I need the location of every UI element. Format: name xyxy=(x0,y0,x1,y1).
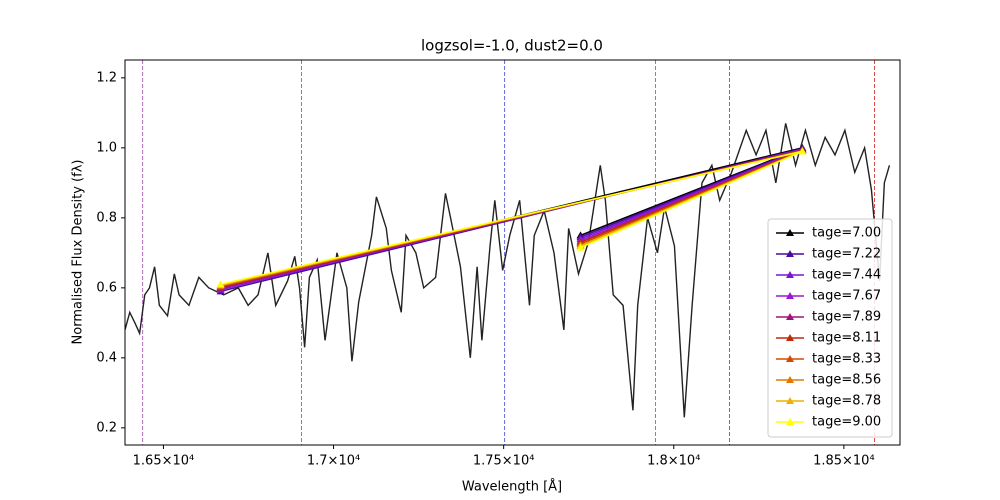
y-tick-label: 0.4 xyxy=(96,350,117,365)
legend-marker xyxy=(786,397,794,404)
y-axis-label: Normalised Flux Density (fλ) xyxy=(71,160,86,345)
legend-label: tage=9.00 xyxy=(812,415,881,430)
x-tick-label: 1.75×10⁴ xyxy=(473,454,535,469)
series-line xyxy=(220,150,803,286)
legend-label: tage=7.67 xyxy=(812,289,881,304)
y-tick-label: 1.0 xyxy=(96,140,117,155)
x-tick-label: 1.65×10⁴ xyxy=(133,454,195,469)
legend-marker xyxy=(786,313,794,320)
legend-marker xyxy=(786,355,794,362)
legend-box xyxy=(767,218,893,438)
legend-label: tage=7.89 xyxy=(812,310,881,325)
y-tick-label: 0.6 xyxy=(96,280,117,295)
x-axis-label: Wavelength [Å] xyxy=(462,479,562,495)
legend-label: tage=8.56 xyxy=(812,373,881,388)
legend-label: tage=8.33 xyxy=(812,352,881,367)
legend-marker xyxy=(786,271,794,278)
marker xyxy=(216,280,225,288)
y-tick-label: 0.2 xyxy=(96,420,117,435)
legend-label: tage=7.00 xyxy=(812,226,881,241)
marker xyxy=(576,243,585,251)
x-tick-label: 1.8×10⁴ xyxy=(647,454,700,469)
legend-marker xyxy=(786,292,794,299)
legend-marker xyxy=(786,250,794,257)
x-tick-label: 1.7×10⁴ xyxy=(307,454,360,469)
legend-label: tage=7.22 xyxy=(812,247,881,262)
legend-label: tage=8.11 xyxy=(812,331,881,346)
legend-marker xyxy=(786,418,794,425)
chart-title: logzsol=-1.0, dust2=0.0 xyxy=(421,37,603,55)
spectrum-line xyxy=(125,123,891,418)
plot-frame xyxy=(124,59,901,446)
legend-marker xyxy=(786,334,794,341)
marker xyxy=(798,147,807,155)
legend-label: tage=8.78 xyxy=(812,394,881,409)
y-tick-label: 0.8 xyxy=(96,210,117,225)
legend-label: tage=7.44 xyxy=(812,268,881,283)
y-tick-label: 1.2 xyxy=(96,70,117,85)
legend-marker xyxy=(786,229,794,236)
legend-marker xyxy=(786,376,794,383)
plot-area xyxy=(125,60,891,445)
x-tick-label: 1.85×10⁴ xyxy=(813,454,875,469)
